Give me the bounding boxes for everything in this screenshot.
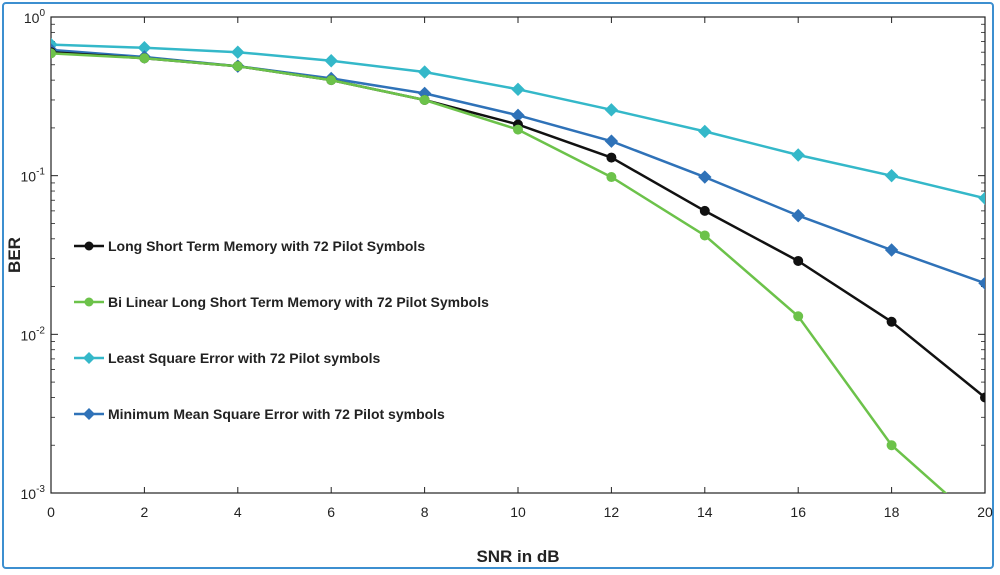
legend-marker-diamond <box>83 352 95 364</box>
y-tick-label: 10-2 <box>21 325 46 343</box>
data-point-diamond <box>698 124 712 139</box>
y-tick-label: 10-1 <box>21 167 46 185</box>
data-point-diamond <box>417 65 432 79</box>
data-point-circle <box>699 230 710 241</box>
x-axis-label: SNR in dB <box>476 547 559 566</box>
y-tick-exponent: 0 <box>39 8 45 19</box>
data-point-diamond <box>604 134 619 148</box>
data-point-circle <box>886 440 897 451</box>
x-tick-label: 16 <box>790 504 806 520</box>
y-tick-exponent: -3 <box>36 484 45 495</box>
data-point-diamond <box>511 82 525 97</box>
data-point-diamond <box>231 45 245 59</box>
data-point-circle <box>606 172 617 183</box>
y-tick-base: 10 <box>21 327 37 343</box>
y-tick-exponent: -1 <box>36 167 45 178</box>
y-tick-base: 10 <box>21 169 37 185</box>
y-tick-label: 10-3 <box>21 484 46 502</box>
data-point-circle <box>980 392 985 403</box>
data-point-circle <box>51 48 56 59</box>
x-tick-label: 18 <box>884 504 900 520</box>
x-tick-label: 20 <box>977 504 993 520</box>
data-point-diamond <box>978 191 985 206</box>
legend-label-0: Least Square Error with 72 Pilot symbols <box>108 350 381 366</box>
data-point-circle <box>139 53 150 64</box>
data-point-diamond <box>884 243 899 257</box>
data-point-diamond <box>884 168 899 183</box>
x-tick-label: 4 <box>234 504 242 520</box>
y-tick-exponent: -2 <box>36 325 45 336</box>
data-point-diamond <box>698 170 712 184</box>
data-point-diamond <box>791 208 805 223</box>
legend-label-1: Minimum Mean Square Error with 72 Pilot … <box>108 406 445 422</box>
x-tick-label: 2 <box>141 504 149 520</box>
legend-label-2: Long Short Term Memory with 72 Pilot Sym… <box>108 238 425 254</box>
x-tick-label: 6 <box>327 504 335 520</box>
plot-series-group <box>51 37 985 493</box>
data-point-diamond <box>604 103 619 117</box>
y-tick-base: 10 <box>21 486 37 502</box>
legend-label-3: Bi Linear Long Short Term Memory with 72… <box>108 294 489 310</box>
data-point-circle <box>699 205 710 216</box>
legend-marker-circle <box>84 297 94 307</box>
data-point-diamond <box>978 276 985 290</box>
legend-marker-diamond <box>83 408 95 420</box>
data-point-circle <box>419 94 430 105</box>
x-tick-label: 14 <box>697 504 713 520</box>
x-tick-label: 0 <box>47 504 55 520</box>
y-axis-label: BER <box>5 237 24 273</box>
data-point-circle <box>793 311 804 322</box>
data-point-circle <box>793 255 804 266</box>
y-tick-label: 100 <box>24 8 46 26</box>
data-point-circle <box>326 75 337 86</box>
legend-marker-circle <box>84 241 94 251</box>
data-point-circle <box>232 61 243 72</box>
data-point-circle <box>886 316 897 327</box>
x-tick-label: 10 <box>510 504 526 520</box>
data-point-diamond <box>324 54 338 68</box>
data-point-circle <box>606 152 617 163</box>
x-tick-label: 12 <box>604 504 620 520</box>
data-point-diamond <box>791 148 805 162</box>
chart-frame <box>2 2 994 569</box>
x-tick-label: 8 <box>421 504 429 520</box>
y-tick-base: 10 <box>24 10 40 26</box>
data-point-circle <box>513 124 523 135</box>
